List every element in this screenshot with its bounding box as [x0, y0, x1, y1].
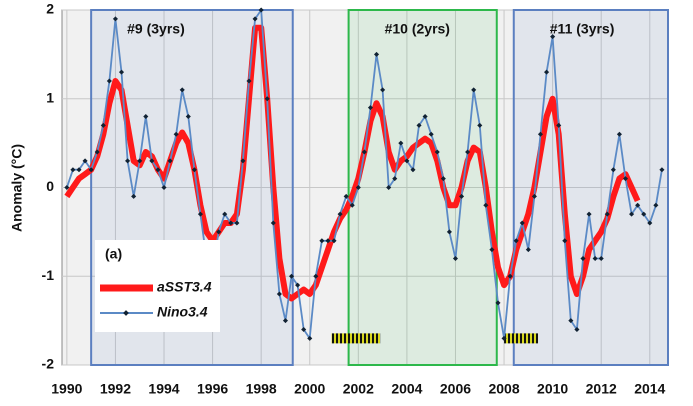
point — [82, 158, 88, 164]
point — [155, 167, 161, 173]
point — [465, 149, 471, 155]
legend-label: aSST3.4 — [157, 279, 212, 295]
point — [373, 51, 380, 57]
point — [501, 335, 507, 341]
point — [100, 122, 106, 128]
point — [459, 193, 465, 199]
point — [313, 273, 319, 279]
period-label: #9 (3yrs) — [127, 21, 185, 37]
point — [76, 167, 82, 173]
point — [398, 140, 404, 146]
point — [222, 211, 228, 217]
point — [495, 300, 501, 306]
point — [197, 211, 203, 217]
point — [282, 318, 289, 324]
x-tick-label: 1992 — [100, 381, 131, 397]
x-tick-label: 2002 — [343, 381, 374, 397]
period-box — [347, 9, 498, 366]
x-tick-label: 2008 — [488, 381, 519, 397]
point — [483, 202, 489, 208]
point — [574, 326, 580, 333]
point — [161, 184, 167, 191]
legend-label: Nino3.4 — [157, 304, 208, 320]
point — [434, 149, 440, 155]
point — [240, 158, 246, 164]
point — [301, 326, 307, 333]
period-label: #11 (3yrs) — [550, 21, 615, 37]
x-tick-label: 2004 — [391, 381, 422, 397]
series-line — [64, 24, 641, 302]
y-tick-label: 2 — [46, 1, 54, 17]
y-tick-label: 1 — [46, 89, 54, 105]
point — [288, 273, 295, 279]
point — [276, 291, 282, 297]
x-tick-label: 1996 — [197, 381, 228, 397]
point — [228, 220, 234, 226]
point — [88, 167, 94, 173]
x-tick-label: 1994 — [148, 381, 179, 397]
x-tick-label: 2012 — [586, 381, 617, 397]
point — [410, 167, 416, 173]
x-tick-label: 1990 — [51, 381, 82, 397]
event-bar — [504, 333, 539, 344]
point — [446, 229, 452, 235]
legend-marker — [123, 310, 129, 316]
point — [173, 131, 179, 137]
y-tick-label: 0 — [46, 178, 54, 194]
point — [428, 131, 434, 137]
x-tick-label: 2006 — [440, 381, 471, 397]
point — [452, 255, 459, 262]
point — [568, 318, 574, 324]
panel-label: (a) — [105, 246, 122, 262]
x-tick-label: 1998 — [246, 381, 277, 397]
point — [137, 158, 143, 164]
point — [598, 255, 604, 262]
point — [507, 273, 513, 279]
y-axis-label: Anomaly (°C) — [9, 144, 25, 232]
period-label: #10 (2yrs) — [385, 21, 450, 37]
x-tick-label: 2010 — [537, 381, 568, 397]
point — [94, 149, 100, 155]
point — [234, 220, 240, 226]
point — [191, 167, 197, 173]
point — [270, 220, 276, 226]
point — [489, 247, 495, 253]
point — [131, 193, 137, 199]
point — [70, 167, 76, 173]
point — [592, 255, 598, 262]
point — [404, 158, 410, 164]
x-tick-label: 2014 — [634, 381, 665, 397]
period-box — [512, 9, 669, 366]
point — [580, 255, 586, 262]
point — [513, 238, 519, 244]
x-tick-label: 2000 — [294, 381, 325, 397]
point — [167, 158, 173, 164]
point — [295, 282, 301, 288]
point — [216, 229, 222, 235]
y-tick-label: -1 — [42, 267, 55, 283]
point — [392, 176, 398, 182]
point — [440, 176, 446, 182]
event-bar — [331, 333, 381, 344]
point — [149, 158, 155, 164]
y-tick-label: -2 — [42, 356, 55, 372]
point — [307, 335, 313, 341]
